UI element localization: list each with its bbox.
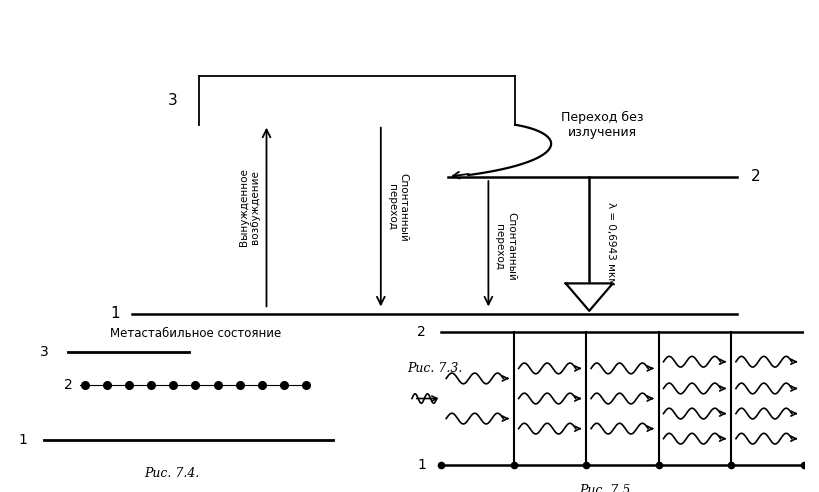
Text: 1: 1 bbox=[19, 433, 28, 447]
Text: 3: 3 bbox=[167, 93, 177, 108]
Text: Спонтанный
переход: Спонтанный переход bbox=[494, 213, 515, 281]
Text: Спонтанный
переход: Спонтанный переход bbox=[387, 173, 408, 242]
Text: 2: 2 bbox=[749, 169, 759, 184]
Text: Рис. 7.4.: Рис. 7.4. bbox=[143, 467, 199, 480]
Polygon shape bbox=[565, 283, 612, 311]
Text: Переход без
излучения: Переход без излучения bbox=[561, 111, 643, 139]
Text: 1: 1 bbox=[111, 307, 120, 321]
Text: 1: 1 bbox=[417, 459, 426, 472]
Text: 2: 2 bbox=[64, 378, 72, 392]
Text: Метастабильное состояние: Метастабильное состояние bbox=[110, 327, 281, 340]
Text: Рис. 7.5.: Рис. 7.5. bbox=[578, 484, 634, 492]
Text: Рис. 7.3.: Рис. 7.3. bbox=[406, 362, 462, 375]
Text: 2: 2 bbox=[417, 325, 426, 338]
Text: λ = 0,6943 мкм: λ = 0,6943 мкм bbox=[605, 202, 615, 285]
Text: 3: 3 bbox=[39, 345, 48, 359]
Text: Вынужденное
возбуждение: Вынужденное возбуждение bbox=[238, 168, 260, 246]
